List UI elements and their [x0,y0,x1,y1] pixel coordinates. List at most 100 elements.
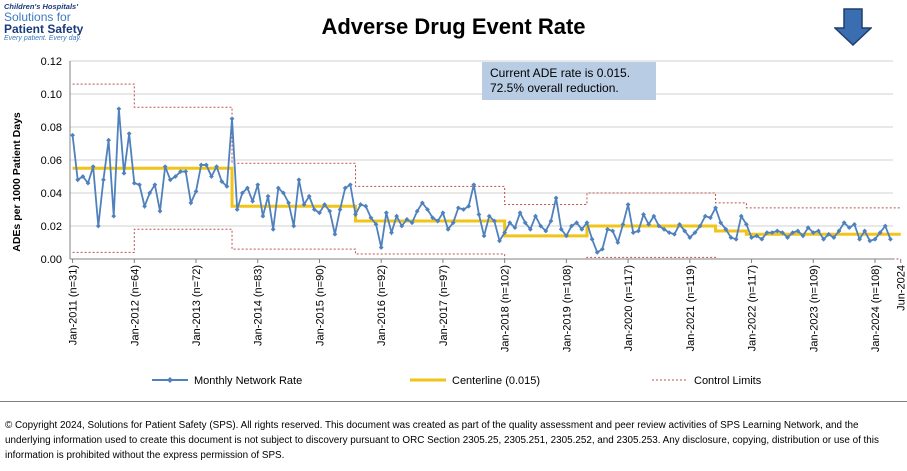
data-point [347,182,353,188]
data-point [744,221,749,227]
data-point [404,217,410,222]
data-point [630,230,636,235]
data-point [888,236,893,242]
data-point [327,208,333,214]
x-tick-label: Jan-2020 (n=117) [623,265,635,351]
legend-monthly-rate-label: Monthly Network Rate [194,375,302,387]
data-point [610,228,616,234]
data-point [841,220,847,226]
data-point [852,221,857,227]
data-point [857,236,862,242]
data-point [481,233,487,239]
data-point [373,221,379,227]
data-point [785,235,790,240]
data-point [85,180,91,186]
chart-title: Adverse Drug Event Rate [321,14,586,39]
data-point [317,210,322,216]
data-point [70,132,75,138]
data-point [137,182,142,188]
data-point [538,223,544,229]
data-point [795,228,801,234]
data-point [188,200,194,206]
data-point [651,213,657,219]
data-point [502,230,508,235]
data-point [867,238,873,244]
data-point [260,213,266,219]
data-point [574,220,580,226]
data-point [605,226,610,232]
data-point [425,207,430,212]
data-point [394,213,400,219]
data-point [723,226,729,232]
data-point [183,169,189,174]
data-point [589,236,595,242]
upper-control-limit [72,83,901,209]
copyright-text: © Copyright 2024, Solutions for Patient … [5,420,879,461]
data-point [368,215,374,221]
data-point [810,230,816,235]
current-rate-callout: Current ADE rate is 0.015. 72.5% overall… [482,62,656,100]
data-point [409,220,415,226]
x-tick-label: Jan-2011 (n=31) [68,265,80,345]
data-point [440,210,446,216]
data-point [738,213,744,219]
data-point [569,223,574,229]
data-point [512,225,518,231]
data-point [517,210,523,216]
legend: Monthly Network Rate Centerline (0.015) Co… [152,375,762,387]
data-point [713,205,718,211]
data-point [167,177,173,183]
data-point [435,218,441,224]
data-point [682,228,688,234]
data-point [378,245,384,250]
x-tick-label: Jan-2012 (n=64) [129,265,141,346]
data-point [455,205,461,211]
y-tick-label: 0.02 [41,221,62,233]
data-point [389,230,394,235]
data-point [229,116,235,122]
logo-line-4: Every patient. Every day. [4,35,82,42]
data-point [126,131,132,136]
data-point [718,220,724,226]
data-point [383,210,389,216]
data-point [358,202,364,207]
data-point [178,169,183,174]
data-point [728,235,734,240]
data-point [301,202,307,207]
data-point [430,215,436,221]
data-point [774,228,780,234]
data-point [553,195,559,201]
y-tick-labels: 0.00 0.02 0.04 0.06 0.08 0.10 0.12 [41,56,62,266]
data-point [486,213,492,219]
data-point [131,180,137,186]
data-point [471,182,477,188]
data-point [275,185,281,191]
data-point [80,174,86,179]
data-point [563,233,569,239]
data-point [749,235,754,240]
data-point [507,220,513,226]
x-tick-label: Jan-2017 (n=97) [438,265,450,346]
data-point [75,177,81,183]
data-point [342,185,348,191]
data-point [101,177,106,183]
data-point [193,188,199,194]
x-tick-label: Jan-2018 (n=102) [500,265,512,352]
data-point [594,250,600,255]
data-point [363,203,369,209]
data-point [527,226,533,232]
legend-rate-marker [167,377,173,383]
x-tick-label: Jan-2023 (n=109) [808,265,820,352]
data-point [661,226,667,232]
x-tick-label: Jan-2016 (n=92) [376,265,388,346]
data-point [707,215,713,221]
y-axis-label: ADEs per 1000 Patient Days [11,112,23,252]
data-point [281,190,286,196]
data-point [419,200,425,206]
control-limits [72,83,901,260]
sps-logo: Children's Hospitals' Solutions for Pati… [4,3,144,43]
data-point [203,162,209,168]
x-tick-label: Jan-2014 (n=83) [253,265,265,346]
data-point [641,212,646,217]
data-point [111,213,117,219]
